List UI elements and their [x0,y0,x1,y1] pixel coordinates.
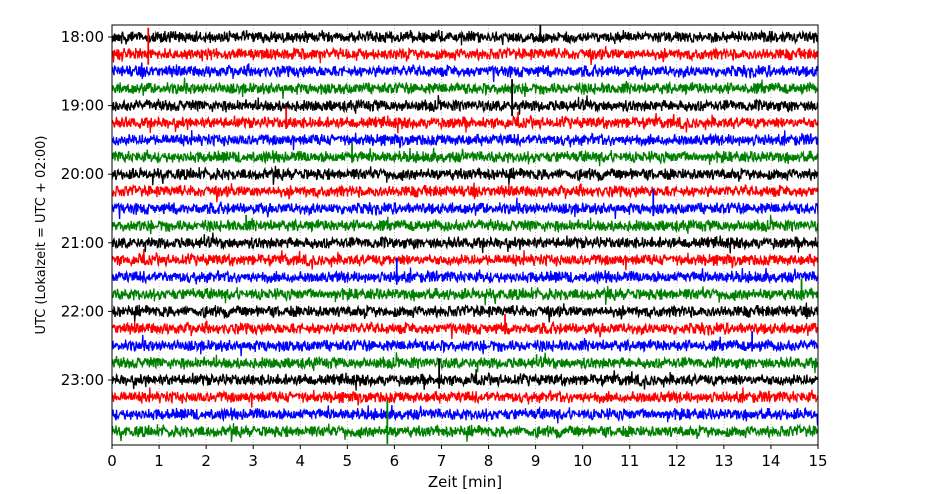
x-tick-label: 5 [343,452,353,470]
x-tick-label: 6 [390,452,400,470]
trace-1 [112,46,818,66]
y-tick-label: 22:00 [61,302,104,320]
x-tick-label: 0 [107,452,117,470]
trace-17 [112,320,818,340]
y-axis-label: UTC (Lokalzeit = UTC + 02:00) [34,136,49,335]
x-tick-label: 2 [201,452,211,470]
plot-frame [111,24,819,446]
trace-16 [112,302,818,323]
y-tick-label: 23:00 [61,371,104,389]
trace-4 [112,95,818,115]
x-tick-label: 1 [154,452,164,470]
y-tick-label: 18:00 [61,28,104,46]
x-tick-label: 8 [484,452,494,470]
x-tick-label: 12 [667,452,686,470]
x-axis: 0 1 2 3 4 5 6 7 8 9 10 11 12 13 14 15 [107,445,828,470]
trace-19 [112,352,818,374]
traces [112,25,818,444]
trace-21 [112,387,818,408]
trace-23 [112,423,818,443]
trace-12 [112,232,818,254]
x-tick-label: 3 [248,452,258,470]
x-tick-label: 9 [531,452,541,470]
trace-5 [112,111,818,134]
x-tick-label: 4 [295,452,305,470]
trace-8 [112,165,818,186]
trace-7 [112,147,818,167]
trace-14 [112,267,818,286]
x-tick-label: 15 [808,452,827,470]
trace-20 [112,369,818,391]
trace-6 [112,130,818,151]
grid [158,25,772,445]
x-axis-label: Zeit [min] [428,473,502,491]
y-axis: 18:00 19:00 20:00 21:00 22:00 23:00 [61,28,112,389]
y-tick-label: 21:00 [61,234,104,252]
y-tick-label: 19:00 [61,97,104,115]
trace-22 [112,405,818,426]
y-tick-label: 20:00 [61,165,104,183]
trace-15 [112,285,818,306]
x-tick-label: 10 [573,452,592,470]
trace-13 [112,248,818,271]
trace-2 [112,62,818,82]
x-tick-label: 11 [620,452,639,470]
trace-18 [112,334,818,357]
x-tick-label: 7 [437,452,447,470]
trace-9 [112,182,818,203]
trace-11 [112,215,818,235]
trace-3 [112,77,818,100]
x-tick-label: 13 [714,452,733,470]
trace-10 [112,197,818,220]
x-tick-label: 14 [761,452,780,470]
trace-0 [112,29,818,46]
